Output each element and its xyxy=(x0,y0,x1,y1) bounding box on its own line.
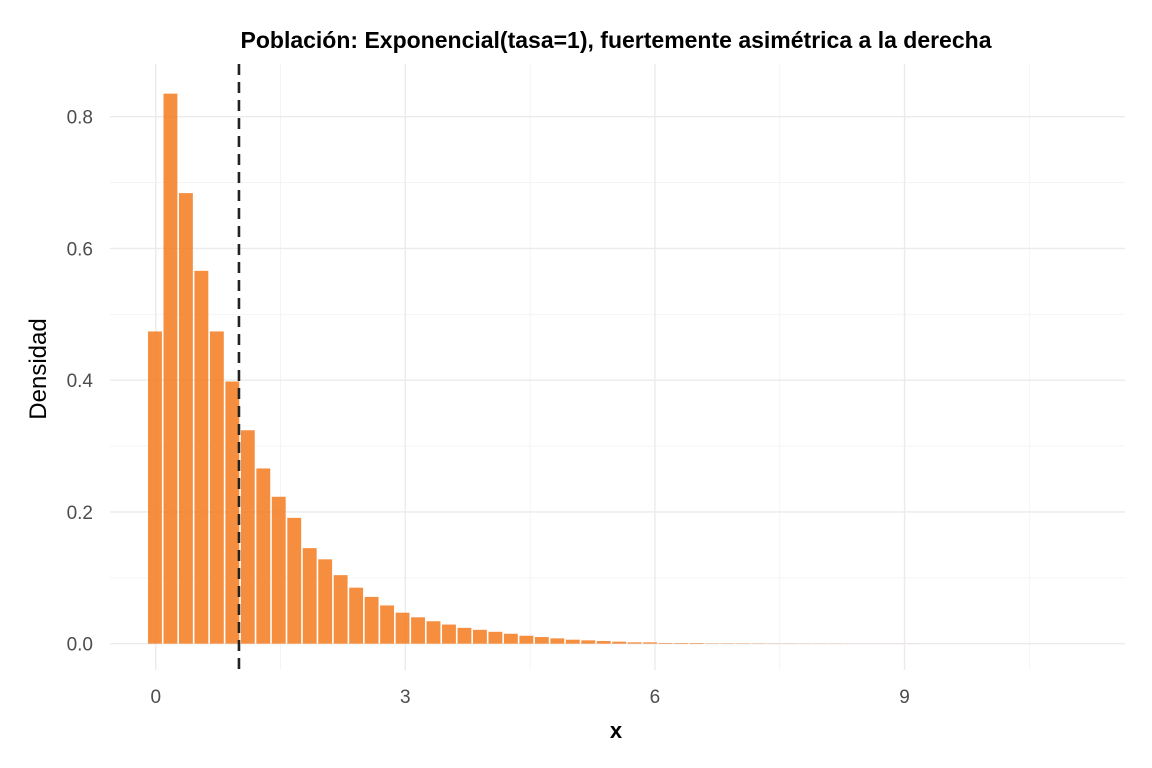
histogram-bar xyxy=(225,381,240,644)
histogram-bar xyxy=(457,627,472,644)
x-tick-label: 0 xyxy=(150,687,161,708)
histogram-bar xyxy=(612,641,627,644)
x-axis-title: x xyxy=(610,718,623,743)
histogram-bar xyxy=(256,468,271,644)
histogram-bar xyxy=(442,624,456,644)
y-tick-label: 0.4 xyxy=(67,371,94,392)
histogram-bar xyxy=(395,612,410,644)
y-axis-tick-labels: 0.0 0.2 0.4 0.6 0.8 xyxy=(67,108,94,656)
histogram-bar xyxy=(287,517,302,644)
histogram-bar xyxy=(240,430,255,644)
histogram-bar xyxy=(380,605,395,644)
histogram-bar xyxy=(333,575,348,644)
histogram-bar xyxy=(209,331,224,644)
x-axis-tick-labels: 0 3 6 9 xyxy=(150,687,909,708)
histogram-bar xyxy=(658,642,673,644)
histogram-bars xyxy=(148,93,921,644)
y-tick-label: 0.8 xyxy=(67,108,93,129)
chart-title: Población: Exponencial(tasa=1), fuerteme… xyxy=(241,27,992,53)
histogram-bar xyxy=(178,193,193,644)
x-tick-label: 9 xyxy=(899,687,910,708)
x-tick-label: 3 xyxy=(400,687,411,708)
x-tick-label: 6 xyxy=(650,687,661,708)
histogram-bar xyxy=(534,637,549,644)
y-axis-title: Densidad xyxy=(25,318,52,419)
histogram-bar xyxy=(674,642,689,644)
histogram-bar xyxy=(488,631,503,644)
y-tick-label: 0.0 xyxy=(67,635,93,656)
histogram-bar xyxy=(503,633,518,644)
histogram-bar xyxy=(643,642,658,644)
histogram-bar xyxy=(349,587,364,644)
histogram-bar xyxy=(411,617,425,644)
histogram-bar xyxy=(550,638,565,644)
y-tick-label: 0.2 xyxy=(67,503,93,524)
histogram-bar xyxy=(318,559,333,644)
histogram-bar xyxy=(364,596,379,644)
y-tick-label: 0.6 xyxy=(67,239,93,260)
histogram-bar xyxy=(519,635,534,644)
histogram-bar xyxy=(689,642,704,644)
histogram-bar xyxy=(627,642,642,644)
histogram-bar xyxy=(163,93,178,644)
histogram-bar xyxy=(302,548,317,644)
histogram-bar xyxy=(596,641,611,644)
minor-gridlines xyxy=(110,64,1125,670)
histogram-bar xyxy=(148,331,162,644)
histogram-bar xyxy=(271,496,286,644)
histogram-bar xyxy=(565,639,580,644)
histogram-bar xyxy=(581,640,596,644)
histogram-bar xyxy=(426,621,441,644)
histogram-bar xyxy=(472,629,487,644)
histogram-bar xyxy=(194,270,209,644)
